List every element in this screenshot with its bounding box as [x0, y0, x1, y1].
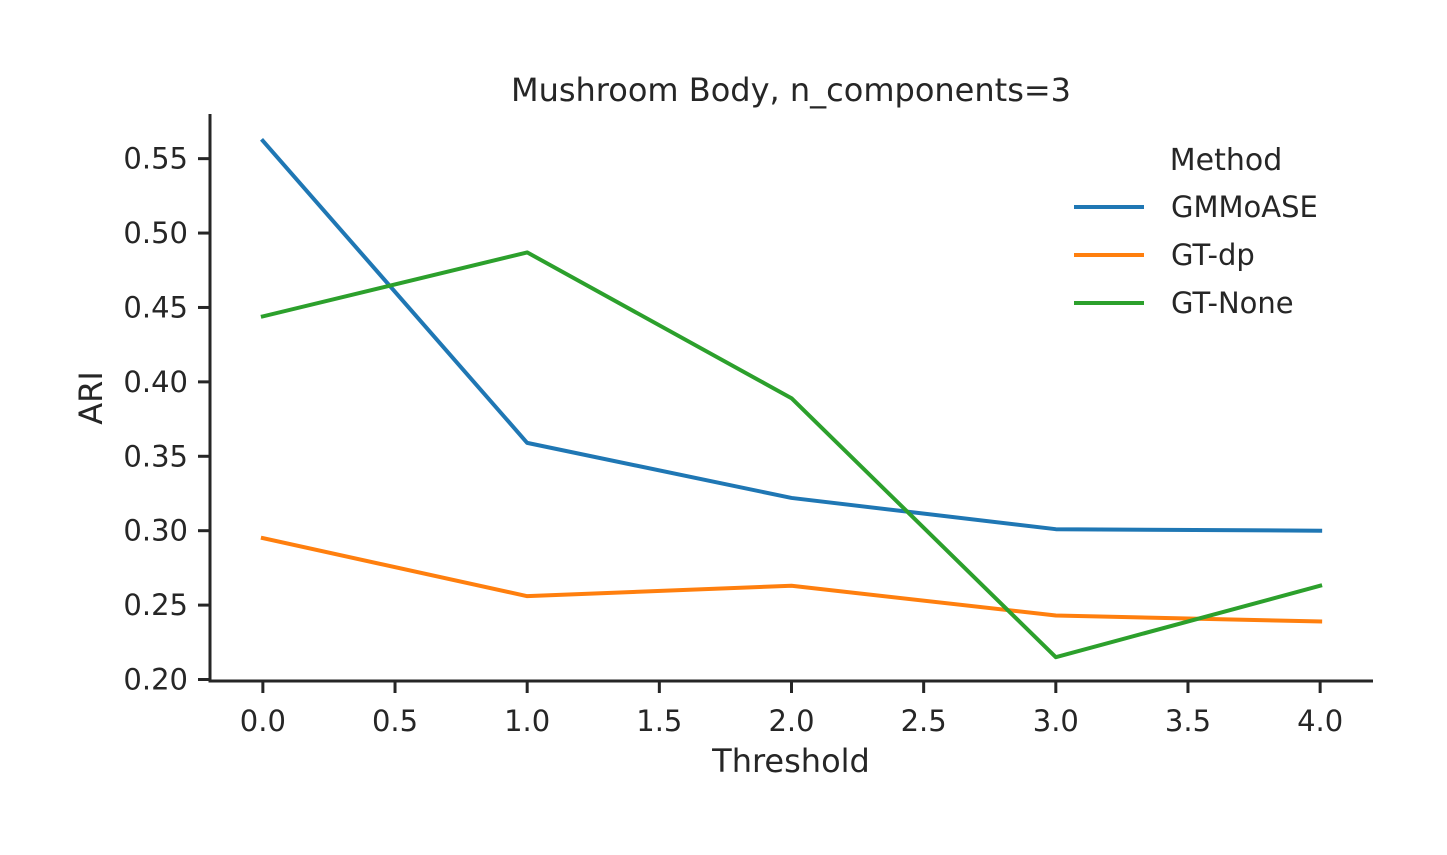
legend-label-gmmoase: GMMoASE	[1171, 190, 1318, 224]
chart-title: Mushroom Body, n_components=3	[511, 71, 1071, 109]
legend-title: Method	[1170, 143, 1283, 178]
y-axis-label: ARI	[72, 371, 110, 425]
y-tick-label: 0.55	[123, 142, 188, 176]
x-tick-label: 3.5	[1165, 704, 1211, 738]
legend-label-gt-dp: GT-dp	[1171, 238, 1255, 272]
y-tick-label: 0.45	[123, 290, 188, 324]
x-tick-label: 1.5	[636, 704, 682, 738]
y-tick-label: 0.20	[123, 663, 188, 697]
y-tick-label: 0.35	[123, 439, 188, 473]
y-tick-label: 0.25	[123, 588, 188, 622]
x-tick-label: 0.5	[372, 704, 418, 738]
x-tick-label: 2.0	[768, 704, 814, 738]
x-axis-label: Threshold	[711, 742, 870, 780]
plot-lines	[260, 137, 1323, 660]
y-tick-label: 0.30	[123, 514, 188, 548]
series-line-gt-none	[260, 250, 1323, 660]
x-tick-label: 4.0	[1297, 704, 1343, 738]
y-tick-label: 0.40	[123, 365, 188, 399]
legend-label-gt-none: GT-None	[1171, 286, 1294, 320]
axes: 0.20 0.25 0.30 0.35 0.40 0.45 0.50 0.55 0.0 0.5 1.…	[123, 114, 1373, 738]
x-tick-label: 2.5	[901, 704, 947, 738]
x-tick-label: 3.0	[1033, 704, 1079, 738]
y-tick-label: 0.50	[123, 216, 188, 250]
x-tick-label: 1.0	[504, 704, 550, 738]
series-line-gt-dp	[260, 535, 1323, 624]
x-tick-label: 0.0	[240, 704, 286, 738]
legend: Method GMMoASE GT-dp GT-None	[1074, 143, 1318, 320]
series-line-gmmoase	[260, 137, 1323, 533]
